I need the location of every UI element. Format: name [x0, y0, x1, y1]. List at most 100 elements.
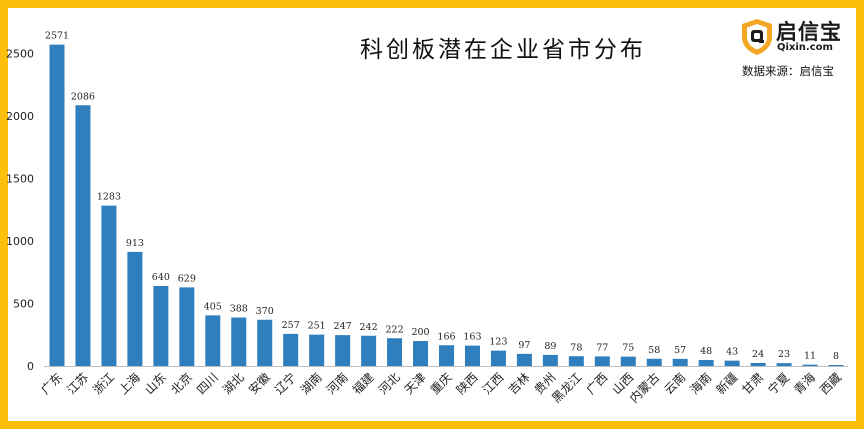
- bar: [283, 333, 299, 367]
- data-label: 11: [804, 351, 816, 362]
- y-tick-label: 1500: [6, 173, 34, 186]
- bar: [127, 251, 143, 367]
- x-tick-label: 广西: [584, 370, 611, 397]
- data-label: 57: [674, 345, 686, 356]
- bar: [413, 341, 429, 366]
- x-tick-label: 江西: [480, 370, 507, 397]
- data-label: 405: [204, 301, 222, 312]
- bar: [49, 44, 65, 367]
- data-label: 89: [544, 341, 556, 352]
- data-label: 77: [596, 342, 608, 353]
- x-tick-label: 宁夏: [765, 370, 793, 398]
- x-tick-label: 湖南: [297, 370, 325, 398]
- x-tick-label: 湖北: [219, 370, 247, 398]
- x-tick-label: 江苏: [64, 370, 91, 397]
- x-tick-label: 新疆: [713, 370, 741, 398]
- bar: [205, 315, 221, 367]
- bar: [464, 345, 480, 367]
- y-tick-label: 2000: [6, 110, 34, 123]
- bar: [179, 287, 195, 367]
- x-tick-label: 甘肃: [739, 370, 766, 397]
- bar: [490, 350, 506, 367]
- x-tick-label: 吉林: [506, 370, 533, 397]
- bar: [542, 354, 558, 367]
- bar: [568, 356, 584, 366]
- x-tick-label: 海南: [687, 370, 715, 398]
- data-label: 388: [230, 304, 248, 315]
- y-tick-label: 500: [13, 298, 34, 311]
- data-label: 629: [178, 273, 196, 284]
- data-label: 1283: [97, 192, 121, 203]
- bar: [776, 363, 792, 367]
- x-tick-label: 辽宁: [271, 370, 299, 398]
- bar: [231, 317, 247, 366]
- x-tick-label: 内蒙古: [626, 370, 662, 406]
- bar: [594, 356, 610, 367]
- data-label: 2571: [45, 31, 69, 42]
- bar: [361, 335, 377, 366]
- bar: [828, 365, 844, 366]
- x-tick-label: 黑龙江: [549, 370, 584, 405]
- data-label: 247: [334, 321, 352, 332]
- bar: [750, 363, 766, 366]
- bar: [698, 360, 714, 366]
- data-label: 913: [126, 238, 144, 249]
- data-label: 222: [385, 324, 403, 335]
- y-tick-label: 1000: [6, 235, 34, 248]
- y-tick-label: 0: [27, 360, 34, 373]
- bar: [309, 334, 325, 367]
- x-tick-label: 北京: [168, 370, 195, 397]
- x-tick-label: 广东: [38, 370, 65, 397]
- bar: [724, 360, 740, 367]
- data-label: 257: [282, 320, 300, 331]
- bar: [802, 364, 818, 367]
- x-tick-label: 陕西: [453, 370, 481, 398]
- x-tick-label: 青海: [791, 370, 819, 398]
- brand-logo: 启信宝 Qixin.com: [740, 18, 850, 58]
- data-label: 166: [437, 331, 455, 342]
- data-label: 78: [570, 342, 582, 353]
- data-label: 251: [308, 321, 326, 332]
- shield-q-logo-icon: [742, 19, 772, 55]
- data-label: 75: [622, 343, 634, 354]
- data-label: 2086: [71, 91, 95, 102]
- data-label: 640: [152, 272, 170, 283]
- x-tick-label: 西藏: [817, 370, 844, 397]
- chart-title: 科创板潜在企业省市分布: [360, 37, 646, 63]
- data-label: 23: [778, 349, 790, 360]
- bar: [387, 338, 403, 366]
- x-tick-label: 河南: [323, 370, 351, 398]
- data-label: 200: [411, 327, 429, 338]
- data-label: 58: [648, 345, 660, 356]
- bar: [439, 345, 454, 366]
- bar: [75, 105, 91, 366]
- bar: [672, 358, 688, 367]
- data-label: 123: [489, 337, 507, 348]
- bar: [335, 335, 351, 367]
- bar: [620, 356, 636, 367]
- x-tick-label: 天津: [402, 370, 429, 397]
- x-tick-label: 山东: [142, 370, 169, 397]
- bar: [646, 358, 662, 366]
- x-tick-label: 安徽: [245, 370, 273, 398]
- x-tick-label: 上海: [115, 370, 143, 398]
- data-label: 163: [463, 332, 481, 343]
- data-label: 48: [700, 346, 712, 357]
- logo-domain: Qixin.com: [777, 42, 833, 53]
- bar: [516, 353, 532, 367]
- y-tick-label: 2500: [6, 48, 34, 61]
- bar: [101, 205, 117, 367]
- x-tick-label: 四川: [194, 370, 221, 397]
- data-label: 24: [752, 349, 764, 360]
- data-label: 8: [833, 351, 839, 362]
- bar: [153, 286, 169, 366]
- x-tick-label: 福建: [349, 370, 377, 398]
- x-tick-label: 重庆: [428, 370, 455, 397]
- x-tick-label: 云南: [661, 370, 689, 398]
- data-label: 370: [256, 306, 274, 317]
- data-label: 43: [726, 347, 738, 358]
- x-tick-label: 浙江: [90, 370, 117, 397]
- data-label: 97: [518, 340, 530, 351]
